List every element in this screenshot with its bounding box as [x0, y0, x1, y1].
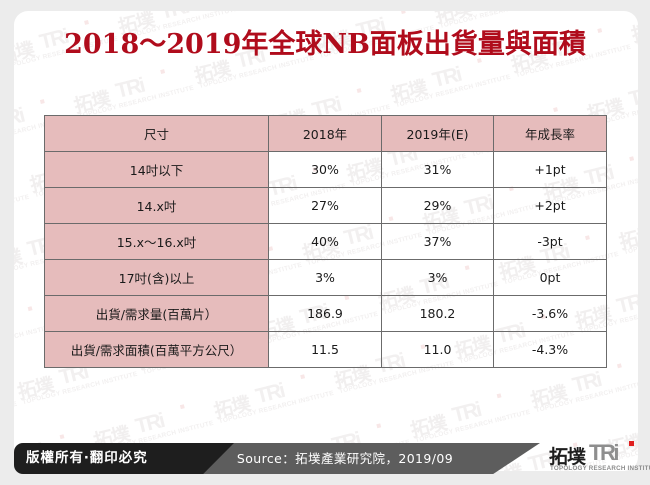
watermark-dot-icon [616, 363, 622, 369]
tri-logo: 拓墣 TRi TOPOLOGY RESEARCH INSTITUTE [549, 440, 650, 478]
watermark-subtitle: TOPOLOGY RESEARCH INSTITUTE [14, 193, 31, 229]
cell-2018: 3% [268, 259, 382, 296]
logo-chinese-name: 拓墣 [549, 446, 586, 468]
logo-red-dot-icon [629, 441, 634, 446]
watermark-subtitle: TOPOLOGY RESEARCH INSTITUTE [218, 389, 335, 426]
watermark-subtitle: TOPOLOGY RESEARCH INSTITUTE [623, 221, 638, 257]
table-row: 14吋以下 30% 31% +1pt [44, 151, 607, 188]
watermark-dot-icon [39, 99, 45, 104]
watermark-subtitle: TOPOLOGY RESEARCH INSTITUTE [21, 370, 139, 407]
row-label: 出貨/需求面積(百萬平方公尺） [44, 331, 269, 368]
row-label: 15.x～16.x吋 [44, 223, 269, 260]
page-title: 2018～2019年全球NB面板出貨量與面積 [64, 29, 586, 60]
shipment-table-container: 尺寸 2018年 2019年(E) 年成長率 14吋以下 30% 31% +1pt 14… [44, 115, 607, 368]
watermark-tri-mark: TRi [614, 289, 638, 319]
table-header: 尺寸 2018年 2019年(E) 年成長率 [44, 115, 607, 152]
watermark-tri-mark: TRi [133, 409, 166, 439]
row-label: 出貨/需求量(百萬片） [44, 295, 269, 332]
shipment-table: 尺寸 2018年 2019年(E) 年成長率 14吋以下 30% 31% +1pt 14… [44, 115, 607, 368]
table-row: 14.x吋 27% 29% +2pt [44, 187, 607, 224]
row-label: 14吋以下 [44, 151, 269, 188]
copyright-text: 版權所有‧翻印必究 [26, 450, 148, 466]
table-row: 17吋(含)以上 3% 3% 0pt [44, 259, 607, 296]
cell-growth-rate: 0pt [493, 259, 607, 296]
cell-growth-rate: -3pt [493, 223, 607, 260]
cell-growth-rate: +2pt [493, 187, 607, 224]
watermark-subtitle: TOPOLOGY RESEARCH INSTITUTE [394, 73, 512, 110]
watermark-tri-mark: TRi [14, 103, 26, 134]
watermark-tri-mark: TRi [570, 368, 603, 398]
column-header-2019e: 2019年(E) [381, 115, 494, 152]
watermark-dot-icon [553, 107, 558, 113]
watermark-dot-icon [376, 423, 382, 429]
watermark-tri-mark: TRi [474, 11, 507, 14]
cell-growth-rate: -4.3% [493, 331, 607, 368]
watermark-chinese-name: 拓墣 [388, 76, 429, 107]
cell-2018: 30% [268, 151, 382, 188]
watermark-dot-icon [179, 404, 185, 410]
watermark-dot-icon [160, 69, 166, 74]
watermark-dot-icon [629, 156, 635, 162]
cell-2019e: 37% [381, 223, 494, 260]
copyright-banner [14, 443, 234, 474]
cell-2019e: 3% [381, 259, 494, 296]
watermark-tri-mark: TRi [253, 379, 286, 409]
watermark-subtitle: TOPOLOGY RESEARCH INSTITUTE [534, 378, 638, 415]
watermark-chinese-name: 拓墣 [408, 411, 449, 442]
logo-subtitle: TOPOLOGY RESEARCH INSTITUTE [550, 465, 650, 472]
watermark-tri-mark: TRi [430, 63, 463, 93]
watermark-subtitle: TOPOLOGY RESEARCH INSTITUTE [14, 400, 19, 436]
cell-2018: 27% [268, 187, 382, 224]
watermark-subtitle: TOPOLOGY RESEARCH INSTITUTE [14, 11, 43, 22]
watermark-dot-icon [27, 306, 33, 312]
watermark-chinese-name: 拓墣 [15, 373, 56, 404]
cell-2018: 186.9 [268, 295, 382, 332]
column-header-size: 尺寸 [44, 115, 269, 152]
table-row: 出貨/需求量(百萬片） 186.9 180.2 -3.6% [44, 295, 607, 332]
watermark-dot-icon [496, 393, 502, 399]
watermark-tri-mark: TRi [449, 398, 483, 428]
source-text: Source：拓墣產業研究院，2019/09 [236, 451, 454, 466]
watermark-dot-icon [300, 374, 306, 380]
cell-growth-rate: +1pt [493, 151, 607, 188]
table-body: 14吋以下 30% 31% +1pt 14.x吋 27% 29% +2pt 15.x～16.x吋… [44, 151, 607, 368]
column-header-2018: 2018年 [268, 115, 382, 152]
cell-2019e: 180.2 [381, 295, 494, 332]
watermark-chinese-name: 拓墣 [528, 381, 569, 412]
watermark-dot-icon [59, 434, 65, 440]
watermark-subtitle: TOPOLOGY RESEARCH INSTITUTE [414, 408, 532, 445]
watermark-dot-icon [356, 88, 362, 93]
watermark-dot-icon [400, 11, 406, 14]
cell-2018: 11.5 [268, 331, 382, 368]
table-row: 15.x～16.x吋 40% 37% -3pt [44, 223, 607, 260]
watermark-tri-mark: TRi [113, 73, 146, 104]
slide-footer: 版權所有‧翻印必究 Source：拓墣產業研究院，2019/09 [0, 440, 650, 485]
cell-growth-rate: -3.6% [493, 295, 607, 332]
cell-2019e: 31% [381, 151, 494, 188]
watermark-tri-mark: TRi [626, 82, 638, 112]
watermark-chinese-name: 拓墣 [71, 87, 113, 118]
column-header-growth: 年成長率 [493, 115, 607, 152]
watermark-chinese-name: 拓墣 [14, 245, 24, 276]
cell-2019e: 29% [381, 187, 494, 224]
cell-2019e: 11.0 [381, 331, 494, 368]
cell-2018: 40% [268, 223, 382, 260]
table-row: 出貨/需求面積(百萬平方公尺） 11.5 11.0 -4.3% [44, 331, 607, 368]
watermark-chinese-name: 拓墣 [617, 223, 638, 254]
table-header-row: 尺寸 2018年 2019年(E) 年成長率 [44, 115, 607, 152]
row-label: 14.x吋 [44, 187, 269, 224]
watermark-chinese-name: 拓墣 [211, 392, 253, 423]
logo-tri-mark: TRi [589, 440, 619, 465]
row-label: 17吋(含)以上 [44, 259, 269, 296]
